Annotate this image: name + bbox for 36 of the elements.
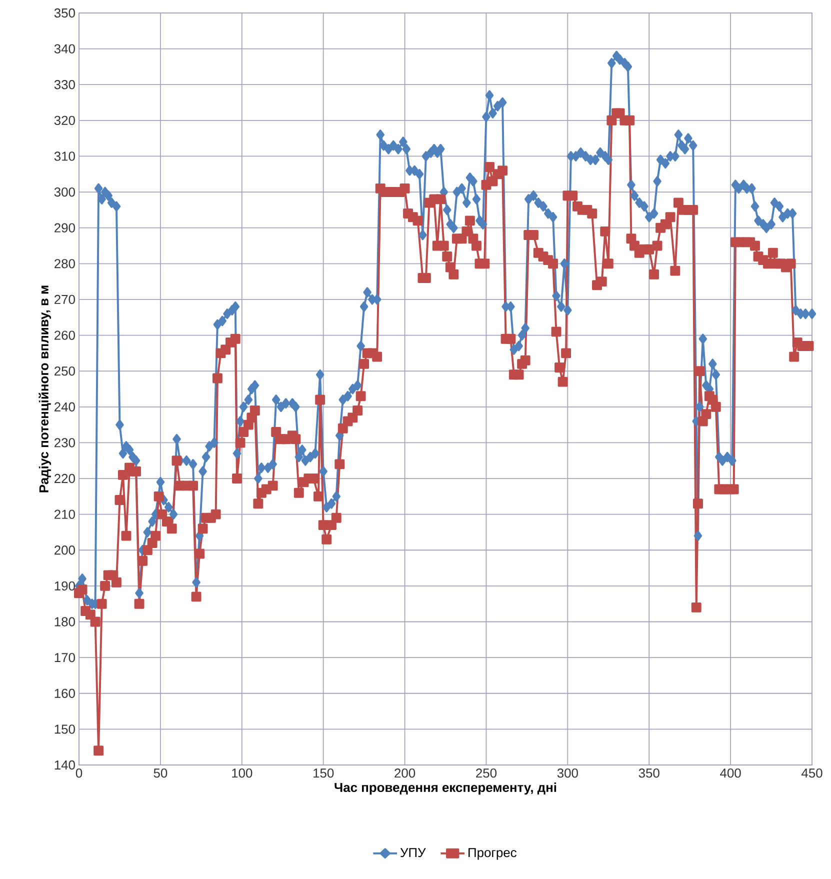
x-tick-label: 50	[154, 768, 168, 778]
x-tick-label: 300	[557, 768, 578, 778]
x-tick-label: 200	[394, 768, 416, 778]
y-tick-label: 350	[54, 8, 75, 18]
y-tick-label: 200	[54, 546, 75, 555]
y-tick-label: 300	[54, 187, 75, 197]
y-tick-label: 170	[54, 652, 75, 662]
x-axis-title: Час проведення експеременту, дні	[334, 782, 556, 795]
y-tick-label: 340	[54, 44, 75, 54]
y-tick-label: 280	[54, 259, 75, 268]
x-tick-label: 250	[476, 768, 497, 778]
legend-label: УПУ	[400, 848, 426, 858]
y-tick-label: 230	[54, 438, 75, 448]
x-tick-label: 100	[232, 768, 252, 778]
y-tick-label: 210	[54, 510, 75, 519]
legend-label: Прогрес	[468, 848, 516, 860]
x-tick-label: 350	[638, 768, 660, 778]
y-tick-label: 270	[54, 294, 75, 304]
y-tick-label: 310	[54, 152, 75, 161]
y-tick-label: 240	[54, 402, 75, 412]
y-tick-label: 190	[54, 581, 75, 591]
y-tick-label: 140	[54, 760, 75, 770]
y-tick-label: 160	[54, 688, 75, 698]
y-tick-label: 330	[54, 80, 75, 90]
y-tick-label: 290	[54, 223, 75, 232]
x-tick-label: 150	[314, 768, 334, 778]
y-tick-label: 250	[54, 366, 75, 376]
y-tick-label: 220	[54, 474, 75, 484]
x-tick-label: 450	[801, 768, 822, 778]
y-tick-label: 320	[54, 116, 75, 125]
y-tick-label: 150	[54, 724, 75, 734]
y-tick-label: 260	[54, 330, 75, 340]
y-axis-title: Радіус потенційного впливу, в м	[38, 286, 52, 492]
x-tick-label: 400	[720, 768, 741, 778]
y-tick-label: 180	[54, 617, 75, 626]
x-tick-label: 0	[76, 768, 82, 778]
